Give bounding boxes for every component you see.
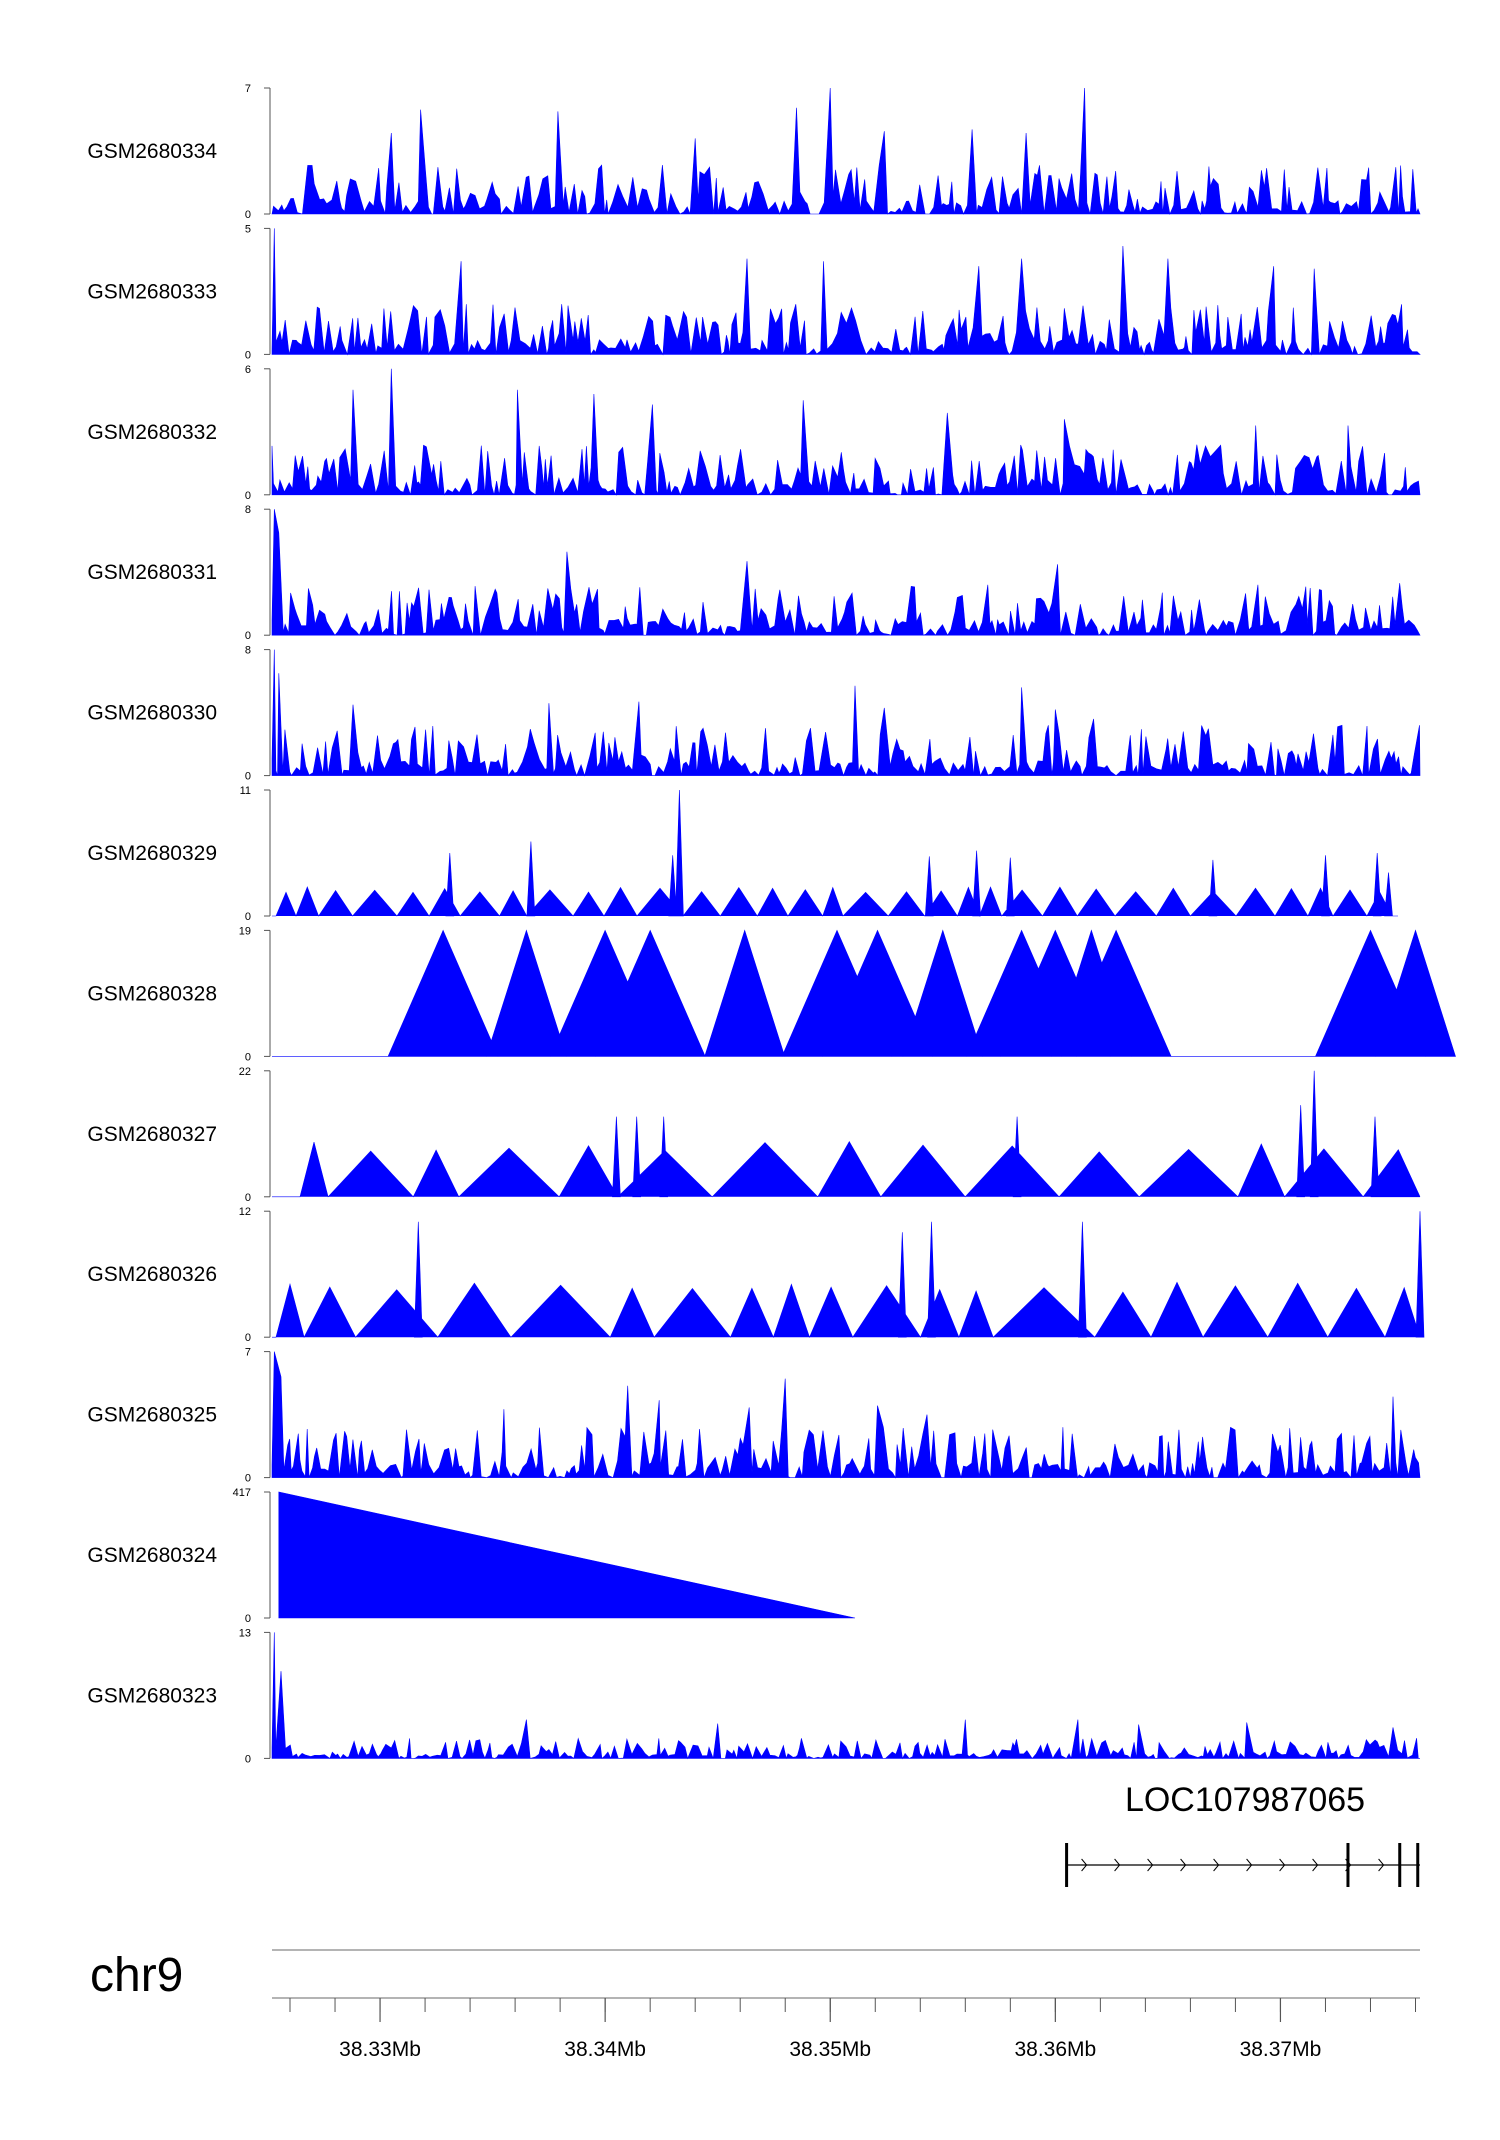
coverage-area [271,1632,1421,1760]
track-ymin-label: 0 [245,1192,251,1204]
track-ymax-label: 11 [240,785,251,797]
track-ymax-label: 13 [239,1627,251,1639]
track-GSM2680328: GSM2680328 19 0 [87,925,1456,1063]
track-ymin-label: 0 [245,911,251,923]
genome-axis-track: chr9 38.33Mb 38.34Mb 38.35Mb 38.36Mb 38.37Mb [90,1949,1420,2061]
track-ymax-label: 417 [233,1487,251,1499]
track-label: GSM2680331 [87,561,217,584]
coverage-area [272,1070,1421,1198]
strand-arrow [1081,1858,1088,1872]
axis-tick-label: 38.34Mb [564,2038,646,2061]
track-ymax-label: 8 [245,645,251,657]
track-ymin-label: 0 [245,1753,251,1765]
track-ymax-label: 22 [239,1066,251,1078]
track-ymin-label: 0 [245,1332,251,1344]
strand-arrow [1180,1858,1187,1872]
track-GSM2680334: GSM2680334 7 0 [87,83,1421,221]
gene-annotation-track: LOC107987065 [1065,1781,1420,1887]
track-label: GSM2680334 [87,140,217,163]
track-label: GSM2680333 [87,280,217,303]
track-label: GSM2680326 [87,1263,217,1286]
track-GSM2680326: GSM2680326 12 0 [87,1206,1425,1344]
coverage-area [272,1211,1425,1339]
track-GSM2680333: GSM2680333 5 0 [87,223,1421,361]
track-label: GSM2680329 [87,842,217,865]
track-ymax-label: 5 [245,223,251,235]
coverage-area [272,789,1398,917]
track-ymax-label: 7 [245,1347,251,1359]
strand-arrow [1246,1858,1253,1872]
track-label: GSM2680332 [87,421,217,444]
track-label: GSM2680324 [87,1544,217,1567]
track-GSM2680331: GSM2680331 8 0 [87,504,1421,642]
coverage-area [271,1351,1421,1479]
axis-tick-label: 38.33Mb [339,2038,421,2061]
strand-arrow [1378,1858,1385,1872]
track-label: GSM2680330 [87,702,217,725]
track-GSM2680324: GSM2680324 417 0 [87,1487,856,1625]
coverage-area [271,509,1421,637]
strand-arrow [1147,1858,1154,1872]
gene-name-label: LOC107987065 [1125,1781,1365,1819]
coverage-area [271,228,1421,356]
track-ymin-label: 0 [245,771,251,783]
axis-tick-label: 38.37Mb [1240,2038,1322,2061]
track-label: GSM2680325 [87,1404,217,1427]
track-GSM2680323: GSM2680323 13 0 [87,1627,1421,1765]
track-GSM2680332: GSM2680332 6 0 [87,364,1421,502]
coverage-area [271,649,1421,777]
coverage-area [271,87,1421,216]
strand-arrow [1279,1858,1286,1872]
track-ymax-label: 19 [239,925,251,937]
track-ymax-label: 12 [239,1206,251,1218]
track-ymin-label: 0 [245,490,251,502]
track-ymin-label: 0 [245,1613,251,1625]
track-GSM2680325: GSM2680325 7 0 [87,1347,1421,1485]
track-GSM2680327: GSM2680327 22 0 [87,1066,1421,1204]
track-GSM2680329: GSM2680329 11 0 [87,785,1398,923]
coverage-area [271,368,1421,496]
strand-arrow [1213,1858,1220,1872]
track-label: GSM2680327 [87,1123,217,1146]
track-label: GSM2680328 [87,982,217,1005]
chromosome-label: chr9 [90,1949,183,2002]
strand-arrow [1312,1858,1319,1872]
coverage-area [272,929,1456,1057]
strand-arrow [1114,1858,1121,1872]
axis-tick-label: 38.36Mb [1014,2038,1096,2061]
track-ymin-label: 0 [245,1473,251,1485]
track-ymin-label: 0 [245,630,251,642]
coverage-area [278,1491,856,1619]
track-ymax-label: 6 [245,364,251,376]
track-label: GSM2680323 [87,1684,217,1707]
track-ymin-label: 0 [245,209,251,221]
axis-tick-label: 38.35Mb [789,2038,871,2061]
track-ymax-label: 8 [245,504,251,516]
track-ymin-label: 0 [245,1051,251,1063]
track-ymax-label: 7 [245,83,251,95]
track-ymin-label: 0 [245,349,251,361]
track-GSM2680330: GSM2680330 8 0 [87,645,1421,783]
data-tracks: GSM268033470GSM268033350GSM268033260GSM2… [87,83,1456,1765]
